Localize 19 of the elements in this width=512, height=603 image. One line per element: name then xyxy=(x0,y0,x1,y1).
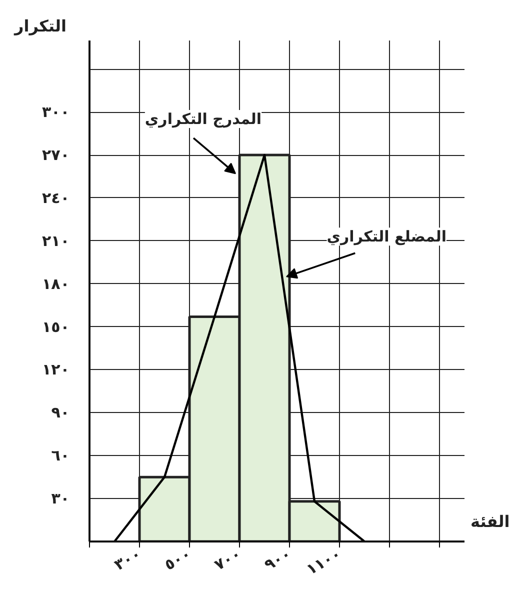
y-tick-label: ١٥٠ xyxy=(42,318,70,336)
y-tick-label: ٩٠ xyxy=(51,404,70,422)
x-tick-label: ٩٠٠ xyxy=(261,544,294,574)
x-axis-title: الفئة xyxy=(470,512,510,531)
x-tick-label: ٥٠٠ xyxy=(161,544,194,574)
y-tick-label: ٦٠ xyxy=(51,446,70,465)
y-tick-label: ٢٧٠ xyxy=(42,146,70,164)
annotation: المضلع التكراري xyxy=(326,228,446,246)
x-tick-label: ١١٠٠ xyxy=(303,544,344,579)
x-tick-label: ٣٠٠ xyxy=(111,544,144,574)
x-tick-label: ٧٠٠ xyxy=(211,544,244,574)
y-axis-title: التكرار xyxy=(14,16,66,36)
y-tick-label: ٣٠ xyxy=(51,490,70,508)
annotation: المدرج التكراري xyxy=(144,110,262,128)
y-tick-label: ٢٤٠ xyxy=(42,188,70,207)
y-tick-label: ٣٠٠ xyxy=(42,103,70,122)
y-tick-label: ١٨٠ xyxy=(42,274,70,293)
y-tick-label: ٢١٠ xyxy=(42,232,70,250)
y-tick-label: ١٢٠ xyxy=(42,360,70,379)
